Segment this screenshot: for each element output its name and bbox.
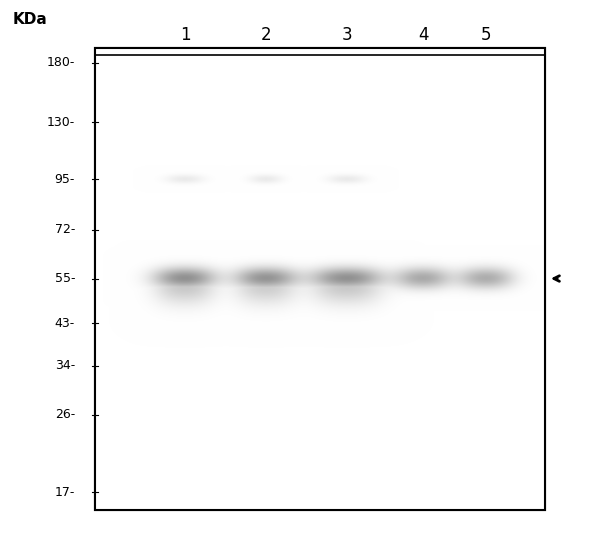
Text: 43-: 43- — [55, 317, 75, 330]
Text: 4: 4 — [418, 26, 429, 44]
Text: 5: 5 — [481, 26, 492, 44]
Text: 17-: 17- — [55, 486, 75, 499]
Text: 2: 2 — [260, 26, 271, 44]
Text: 26-: 26- — [55, 408, 75, 421]
Text: 3: 3 — [341, 26, 352, 44]
Text: 34-: 34- — [55, 359, 75, 372]
Text: 180-: 180- — [47, 56, 75, 69]
Text: 130-: 130- — [47, 116, 75, 129]
Bar — [95, 48, 545, 510]
Text: 95-: 95- — [55, 173, 75, 186]
Text: KDa: KDa — [13, 12, 47, 27]
Bar — [95, 48, 545, 510]
Text: 55-: 55- — [55, 272, 75, 285]
Text: 1: 1 — [179, 26, 190, 44]
Text: 72-: 72- — [55, 223, 75, 236]
